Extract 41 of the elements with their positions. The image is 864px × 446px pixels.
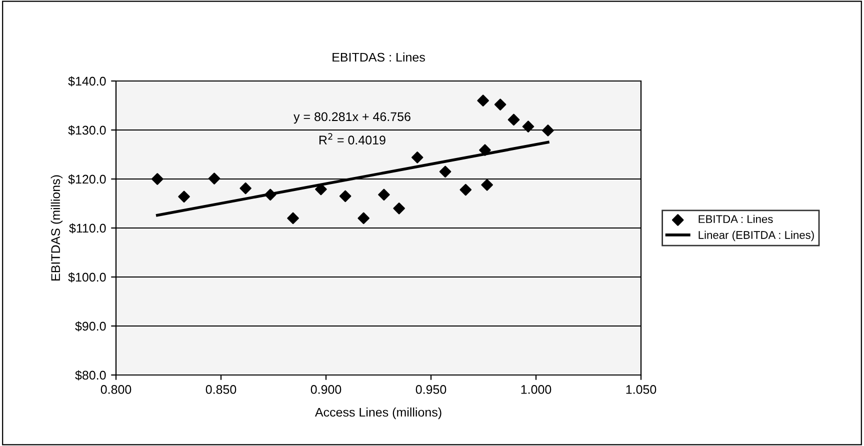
point <box>240 182 252 194</box>
point <box>339 190 352 202</box>
annotation: R$^{2}$ = 0.4019 <box>319 133 386 145</box>
point <box>411 152 424 164</box>
y-tick-label: $110.0 <box>69 223 106 234</box>
point <box>460 184 472 196</box>
y-tick-label: $130.0 <box>68 125 106 136</box>
point <box>522 120 534 132</box>
point <box>208 172 220 184</box>
point <box>315 183 327 196</box>
y-tick-label: $100.0 <box>68 272 106 282</box>
point <box>479 144 491 156</box>
legend-label: Linear (EBITDA : Lines) <box>698 230 814 242</box>
point <box>393 202 405 214</box>
point <box>481 178 493 191</box>
point <box>477 94 489 106</box>
x-tick-label: 1.000 <box>521 385 552 394</box>
point <box>264 188 276 201</box>
point <box>378 188 390 201</box>
annotation: y = 80.281x + 46.756 <box>294 112 410 124</box>
chart-title: EBITDAS : Lines <box>332 52 425 62</box>
x-tick-label: 0.900 <box>310 385 342 394</box>
point <box>178 190 190 203</box>
point <box>287 212 299 224</box>
y-tick-label: $90.0 <box>75 321 106 332</box>
x-tick-label: 0.950 <box>416 385 446 394</box>
x-tick-label: 1.050 <box>626 385 656 394</box>
point <box>494 98 506 110</box>
point <box>439 166 452 178</box>
y-axis-title: EBITDAS (millions) <box>50 175 62 280</box>
x-tick-label: 0.850 <box>206 385 236 394</box>
legend-label: EBITDA : Lines <box>698 214 773 224</box>
x-axis-title: Access Lines (millions) <box>314 407 442 420</box>
point <box>508 114 520 126</box>
x-tick-label: 0.800 <box>100 385 132 394</box>
y-tick-label: $140.0 <box>68 76 106 86</box>
y-tick-label: $120.0 <box>68 174 106 184</box>
point <box>358 212 370 224</box>
point <box>542 124 554 136</box>
y-tick-label: $80.0 <box>75 370 106 380</box>
point <box>151 173 164 185</box>
